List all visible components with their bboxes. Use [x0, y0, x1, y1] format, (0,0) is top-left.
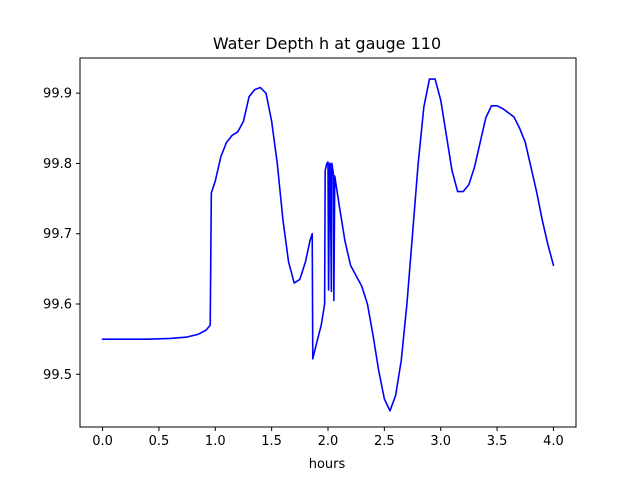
y-tick-label: 99.8: [43, 157, 72, 172]
y-tick-label: 99.6: [43, 298, 72, 313]
plot-area: [79, 57, 577, 428]
y-tick-label: 99.9: [43, 87, 72, 102]
x-tick-label: 2.0: [318, 434, 339, 449]
y-tick-label: 99.5: [43, 368, 72, 383]
chart-title: Water Depth h at gauge 110: [213, 34, 441, 53]
x-axis-label: hours: [309, 457, 346, 472]
x-tick-label: 1.0: [205, 434, 226, 449]
y-tick-label: 99.7: [43, 227, 72, 242]
x-tick-label: 2.5: [374, 434, 395, 449]
series-line-0: [101, 78, 555, 412]
y-axis: 99.5 99.6 99.7 99.8 99.9: [43, 87, 80, 383]
x-tick-label: 0.5: [149, 434, 170, 449]
x-tick-label: 4.0: [543, 434, 564, 449]
x-axis: 0.0 0.5 1.0 1.5 2.0 2.5 3.0 3.5 4.0: [92, 427, 564, 449]
x-tick-label: 3.0: [430, 434, 451, 449]
x-tick-label: 0.0: [92, 434, 113, 449]
x-tick-label: 1.5: [261, 434, 282, 449]
series-layer: [101, 78, 555, 412]
x-tick-label: 3.5: [487, 434, 508, 449]
